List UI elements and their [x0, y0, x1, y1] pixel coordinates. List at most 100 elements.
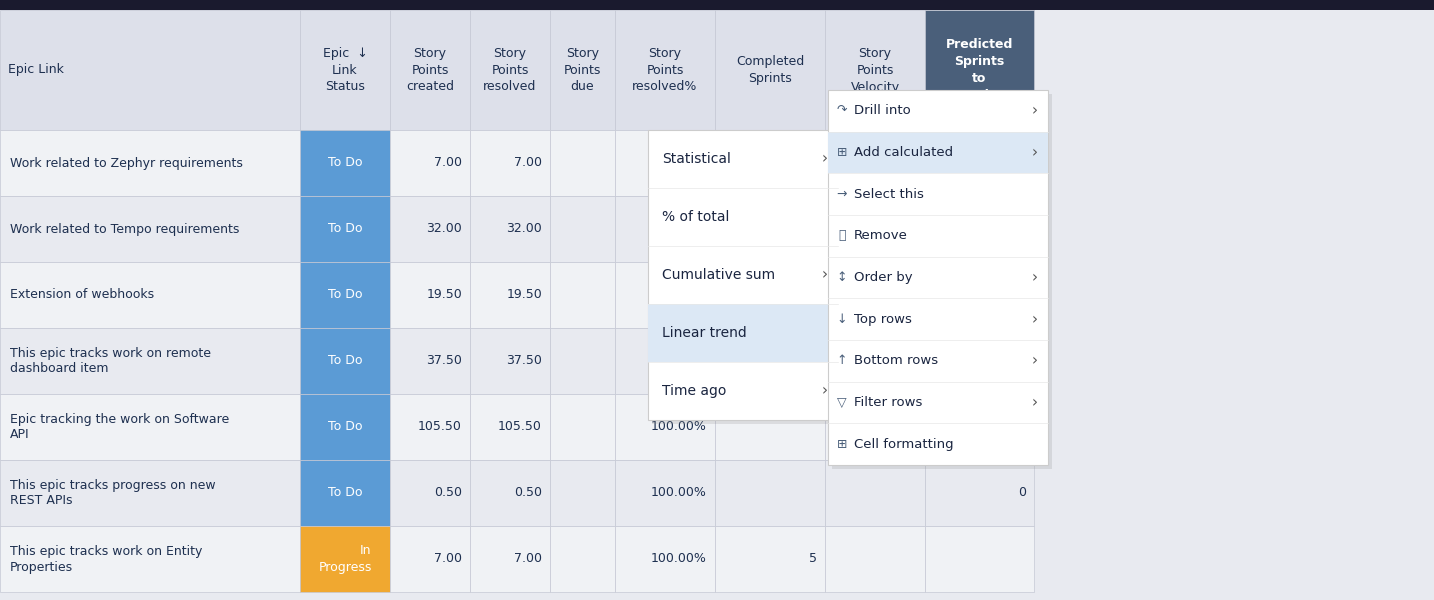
Bar: [0, 262, 300, 328]
Text: ›: ›: [1032, 103, 1038, 118]
Bar: [925, 460, 1034, 526]
Bar: [551, 196, 615, 262]
Bar: [470, 10, 551, 130]
Text: 0.50: 0.50: [435, 487, 462, 499]
Text: ›: ›: [1032, 311, 1038, 326]
Bar: [716, 10, 825, 130]
Text: ›: ›: [822, 268, 827, 283]
Bar: [0, 328, 300, 394]
Bar: [615, 130, 716, 196]
Text: 5: 5: [809, 553, 817, 565]
Text: Cumulative sum: Cumulative sum: [663, 268, 776, 282]
Text: ↕: ↕: [837, 271, 847, 284]
Text: ↷: ↷: [837, 104, 847, 118]
Text: 37.50: 37.50: [506, 355, 542, 367]
Text: Select this: Select this: [855, 188, 923, 200]
Bar: [551, 526, 615, 592]
Text: To Do: To Do: [328, 223, 363, 235]
Bar: [551, 394, 615, 460]
Text: This epic tracks work on Entity
Properties: This epic tracks work on Entity Properti…: [10, 545, 202, 574]
Bar: [390, 262, 470, 328]
Text: Bottom rows: Bottom rows: [855, 355, 938, 367]
Bar: [551, 328, 615, 394]
Bar: [925, 394, 1034, 460]
Bar: [825, 262, 925, 328]
Bar: [300, 196, 390, 262]
Bar: [716, 328, 825, 394]
Bar: [0, 394, 300, 460]
Bar: [390, 130, 470, 196]
Text: 105.50: 105.50: [419, 421, 462, 433]
Bar: [390, 10, 470, 130]
Bar: [825, 10, 925, 130]
Bar: [925, 10, 1034, 130]
Text: 32.00: 32.00: [506, 223, 542, 235]
Bar: [615, 460, 716, 526]
Text: 0: 0: [1018, 421, 1025, 433]
Bar: [390, 394, 470, 460]
Text: Story
Points
resolved%: Story Points resolved%: [632, 46, 698, 94]
Bar: [390, 460, 470, 526]
Text: ↑: ↑: [837, 355, 847, 367]
Text: To Do: To Do: [328, 157, 363, 169]
Text: 0: 0: [1018, 487, 1025, 499]
Text: ›: ›: [1032, 270, 1038, 285]
Bar: [825, 130, 925, 196]
Bar: [648, 304, 837, 362]
FancyBboxPatch shape: [832, 94, 1053, 469]
Text: Linear trend: Linear trend: [663, 326, 747, 340]
Text: ›: ›: [822, 151, 827, 166]
Bar: [615, 526, 716, 592]
Bar: [300, 130, 390, 196]
Text: 100.00%: 100.00%: [651, 421, 707, 433]
Text: ⊞: ⊞: [837, 437, 847, 451]
Text: 19.50: 19.50: [426, 289, 462, 301]
Text: Story
Points
due: Story Points due: [564, 46, 601, 94]
Text: 0: 0: [1018, 289, 1025, 301]
Bar: [716, 460, 825, 526]
Text: 7.00: 7.00: [435, 157, 462, 169]
Text: Add calculated: Add calculated: [855, 146, 954, 159]
Bar: [551, 262, 615, 328]
Text: Story
Points
Velocity: Story Points Velocity: [850, 46, 899, 94]
Bar: [827, 131, 1048, 173]
Text: 0: 0: [1018, 223, 1025, 235]
Bar: [0, 0, 1434, 10]
Bar: [716, 262, 825, 328]
Text: Filter rows: Filter rows: [855, 396, 922, 409]
Bar: [825, 394, 925, 460]
Bar: [470, 526, 551, 592]
Text: 19.50: 19.50: [506, 289, 542, 301]
Text: ▽: ▽: [837, 396, 847, 409]
Bar: [0, 526, 300, 592]
Text: In
Progress: In Progress: [318, 545, 371, 574]
Bar: [716, 394, 825, 460]
Text: Epic Link: Epic Link: [9, 64, 65, 76]
Bar: [470, 460, 551, 526]
Text: Epic tracking the work on Software
API: Epic tracking the work on Software API: [10, 413, 229, 442]
Text: →: →: [837, 188, 847, 200]
Bar: [300, 10, 390, 130]
Text: Story
Points
created: Story Points created: [406, 46, 455, 94]
Bar: [925, 262, 1034, 328]
Bar: [925, 130, 1034, 196]
Bar: [925, 196, 1034, 262]
Bar: [470, 328, 551, 394]
Text: 32.00: 32.00: [426, 223, 462, 235]
Bar: [615, 394, 716, 460]
Bar: [470, 130, 551, 196]
Bar: [390, 328, 470, 394]
Bar: [615, 262, 716, 328]
Bar: [551, 10, 615, 130]
Text: Order by: Order by: [855, 271, 912, 284]
Bar: [470, 196, 551, 262]
Bar: [716, 130, 825, 196]
Bar: [470, 394, 551, 460]
Text: Time ago: Time ago: [663, 384, 727, 398]
Text: % of total: % of total: [663, 210, 730, 224]
Text: ↓: ↓: [837, 313, 847, 326]
Bar: [300, 394, 390, 460]
Text: 0: 0: [1018, 355, 1025, 367]
Bar: [925, 526, 1034, 592]
Text: To Do: To Do: [328, 421, 363, 433]
